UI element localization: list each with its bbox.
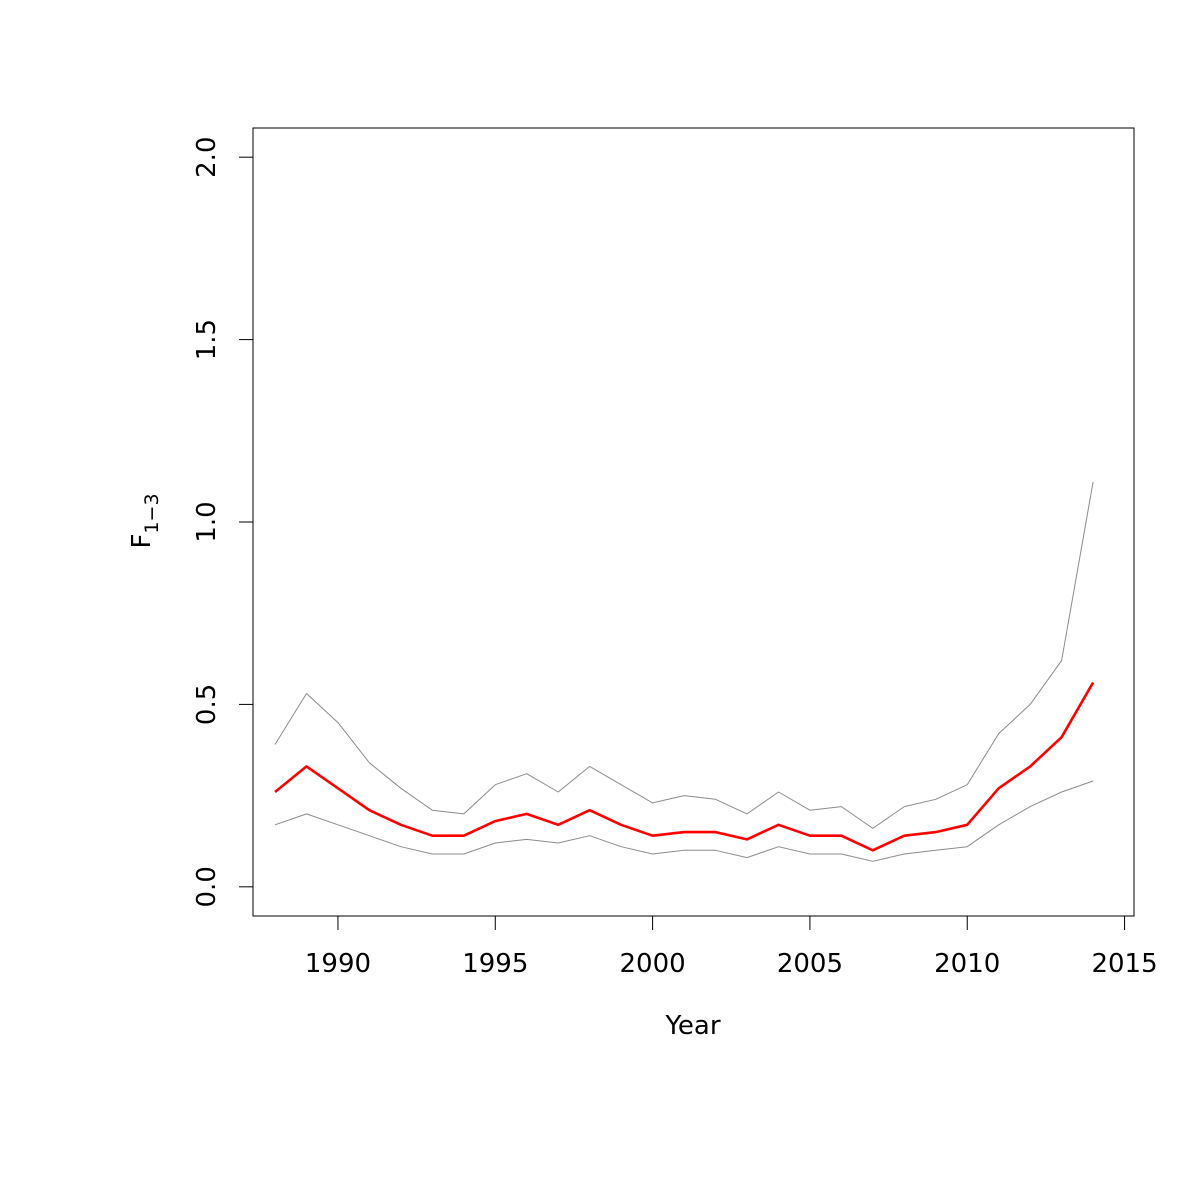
x-tick-label: 2000	[620, 949, 686, 979]
x-axis: 1990 1995 2000 2005 2010 2015	[305, 915, 1158, 979]
y-axis-title-subscript: 1−3	[141, 493, 163, 533]
series-line-lower	[274, 780, 1094, 862]
series-line-estimate	[274, 681, 1095, 852]
y-tick-label: 1.0	[192, 501, 222, 542]
y-tick-label: 1.5	[192, 319, 222, 360]
x-tick-label: 2010	[934, 949, 1000, 979]
y-tick-label: 0.0	[192, 866, 222, 907]
y-tick-label: 0.5	[192, 684, 222, 725]
y-axis-title-main: F	[127, 534, 157, 549]
series-line-upper	[274, 481, 1094, 829]
x-tick-label: 2015	[1091, 949, 1157, 979]
y-tick-label: 2.0	[192, 137, 222, 178]
y-axis-title-group: F1−3	[127, 493, 163, 548]
series-group	[274, 481, 1095, 862]
y-axis: 0.0 0.5 1.0 1.5 2.0	[192, 137, 254, 907]
x-tick-label: 1990	[305, 949, 371, 979]
y-axis-title: F1−3	[127, 493, 163, 548]
x-axis-title: Year	[664, 1011, 720, 1041]
x-tick-label: 1995	[462, 949, 528, 979]
x-tick-label: 2005	[777, 949, 843, 979]
